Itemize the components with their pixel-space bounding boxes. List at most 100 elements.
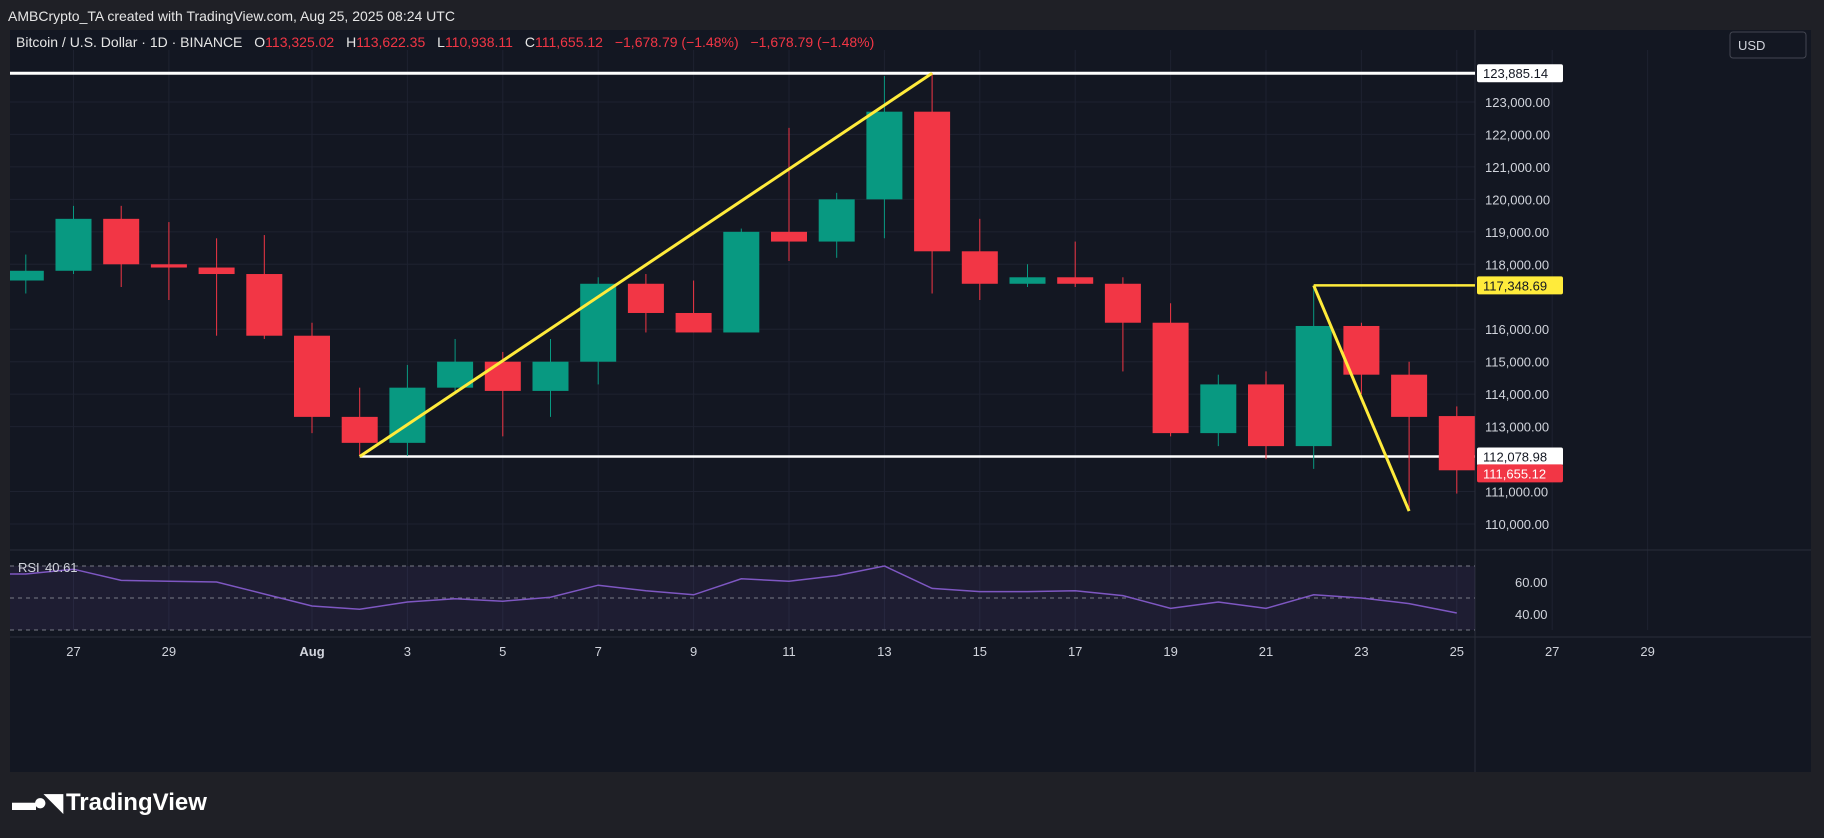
resistance-price-label-box	[1477, 64, 1563, 83]
rsi-label: RSI	[18, 560, 40, 575]
time-tick-label: 7	[595, 644, 602, 659]
candle	[580, 277, 617, 385]
candle	[675, 280, 712, 333]
currency-label: USD	[1738, 38, 1765, 53]
support-price-label: 112,078.98	[1477, 447, 1563, 466]
candle	[1391, 361, 1428, 512]
candle	[246, 235, 283, 339]
rsi-legend: RSI 40.61	[18, 560, 78, 575]
time-tick-label: 29	[162, 644, 176, 659]
candle	[1438, 406, 1475, 494]
candle-body	[1391, 374, 1428, 417]
candle-body	[627, 283, 664, 313]
candle	[914, 73, 951, 294]
rsi-line	[10, 565, 1457, 614]
price-tick-label: 118,000.00	[1485, 257, 1549, 272]
close-label: C	[525, 34, 535, 50]
candle	[1295, 285, 1332, 469]
trendline	[358, 71, 933, 458]
candlestick-chart[interactable]: 110,000.00 111,000.00 113,000.00 114,000.00…	[10, 30, 1811, 772]
symbol-title: Bitcoin / U.S. Dollar · 1D · BINANCE	[16, 34, 242, 50]
time-tick-label: 21	[1259, 644, 1273, 659]
rsi-value: 40.61	[45, 560, 78, 575]
svg-text:Bitcoin / U.S. Dollar · 1D · B: Bitcoin / U.S. Dollar · 1D · BINANCE O11…	[16, 34, 874, 50]
change-value-2: −1,678.79 (−1.48%)	[751, 34, 875, 50]
candle-body	[771, 231, 807, 242]
yellow-price-label-text: 117,348.69	[1483, 278, 1547, 293]
candle	[866, 75, 903, 239]
time-axis: 27 29 Aug 3 5 7 9 11 13 15 17 19 21 23 25 27 29	[66, 644, 1655, 659]
candle-body	[341, 416, 378, 443]
candle	[1104, 277, 1141, 372]
candle-body	[1057, 277, 1094, 284]
price-tick-label: 113,000.00	[1485, 420, 1549, 435]
candle	[1009, 264, 1046, 288]
candle-body	[198, 267, 235, 275]
last-price-label-box	[1477, 464, 1563, 483]
high-value: 113,622.35	[356, 34, 425, 50]
candle	[484, 351, 521, 437]
candle	[723, 228, 760, 333]
chart-panel[interactable]: 110,000.00 111,000.00 113,000.00 114,000.00…	[10, 30, 1811, 772]
time-tick-label: 15	[973, 644, 987, 659]
low-label: L	[437, 34, 445, 50]
candle	[198, 238, 235, 336]
price-tick-label: 111,000.00	[1485, 485, 1548, 500]
time-tick-label: 25	[1450, 644, 1464, 659]
candle	[150, 222, 187, 300]
price-tick-label: 116,000.00	[1485, 322, 1549, 337]
candle-body	[484, 361, 521, 391]
candle	[389, 364, 426, 456]
candle	[1248, 371, 1284, 460]
candle	[818, 192, 855, 258]
price-tick-label: 114,000.00	[1485, 387, 1549, 402]
candle-body	[723, 231, 760, 333]
candle	[1343, 322, 1380, 395]
ohlc-legend: Bitcoin / U.S. Dollar · 1D · BINANCE O11…	[16, 34, 874, 50]
candle	[341, 387, 378, 456]
candles	[10, 73, 1475, 512]
time-tick-label: 29	[1640, 644, 1654, 659]
candle	[10, 254, 44, 294]
rsi-tick-label: 40.00	[1515, 607, 1548, 622]
candle-body	[532, 361, 569, 391]
rsi-band	[10, 566, 1475, 630]
candle	[103, 205, 140, 288]
price-tick-label: 115,000.00	[1485, 355, 1549, 370]
price-tick-label: 122,000.00	[1485, 127, 1550, 142]
candle-body	[294, 335, 330, 417]
time-tick-label: 27	[1545, 644, 1559, 659]
time-tick-label: 27	[66, 644, 80, 659]
horizontal-levels	[10, 71, 1475, 458]
open-value: 113,325.02	[265, 34, 334, 50]
currency-button[interactable]: USD	[1729, 31, 1807, 59]
candle-body	[866, 111, 903, 200]
candle-body	[246, 274, 283, 336]
price-tick-label: 121,000.00	[1485, 160, 1550, 175]
candle	[1057, 241, 1094, 288]
candle-body	[150, 264, 187, 268]
tradingview-logo[interactable]: ▬●◥ TradingView	[12, 788, 207, 817]
time-tick-label: 19	[1163, 644, 1177, 659]
candle	[1200, 374, 1237, 447]
time-tick-label: 3	[404, 644, 411, 659]
candle-body	[10, 270, 44, 281]
high-label: H	[346, 34, 356, 50]
candle	[294, 322, 330, 434]
candle-body	[1248, 384, 1284, 447]
tradingview-brand: TradingView	[65, 788, 207, 816]
price-tick-label: 110,000.00	[1485, 517, 1549, 532]
candle-body	[914, 111, 951, 252]
candle-body	[818, 199, 855, 242]
yellow-price-label-box	[1477, 276, 1563, 295]
candle	[771, 127, 807, 262]
rsi-panel	[10, 565, 1475, 631]
candle	[961, 218, 998, 300]
time-tick-label: 13	[877, 644, 891, 659]
candle-body	[1152, 322, 1189, 434]
time-tick-label: 11	[782, 644, 796, 659]
support-price-label-text: 112,078.98	[1483, 450, 1547, 465]
low-value: 110,938.11	[445, 34, 513, 50]
resistance-price-label-text: 123,885.14	[1483, 66, 1548, 81]
candle	[627, 274, 664, 333]
